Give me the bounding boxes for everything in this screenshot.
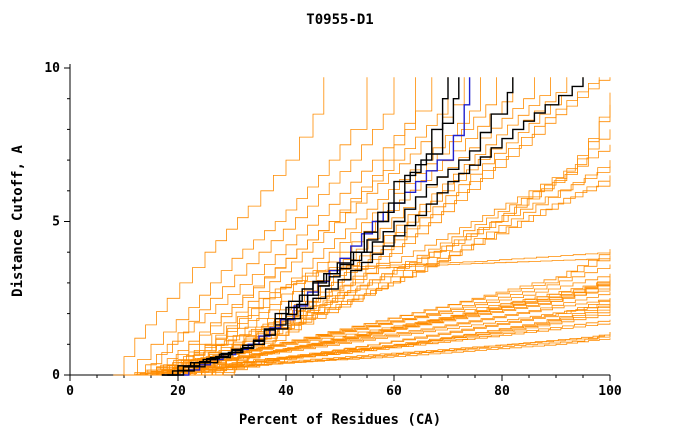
svg-text:100: 100 [598, 384, 622, 399]
prediction-curve-orange [156, 77, 465, 376]
prediction-curve-orange [113, 77, 325, 376]
prediction-curve-orange [161, 175, 611, 376]
prediction-curve-orange [140, 77, 433, 376]
prediction-curve-orange [205, 279, 611, 376]
svg-text:80: 80 [494, 384, 510, 399]
prediction-curve-orange [151, 258, 611, 376]
y-axis-label: Distance Cutoff, A [10, 145, 26, 297]
svg-text:0: 0 [52, 368, 60, 383]
prediction-curve-orange [151, 77, 449, 376]
svg-text:10: 10 [44, 61, 60, 76]
prediction-curve-orange [178, 92, 611, 376]
svg-text:40: 40 [278, 384, 294, 399]
prediction-curve-orange [221, 77, 611, 376]
prediction-curve-orange [210, 298, 611, 376]
svg-text:20: 20 [170, 384, 186, 399]
prediction-curve-orange [161, 252, 611, 376]
prediction-curve-orange [178, 249, 611, 376]
prediction-curve-orange [167, 104, 611, 376]
prediction-curve-orange [167, 310, 611, 376]
prediction-curve-orange [194, 276, 611, 376]
prediction-curve-black [172, 77, 584, 376]
prediction-curve-orange [151, 292, 611, 376]
svg-text:60: 60 [386, 384, 402, 399]
prediction-curve-black [161, 77, 514, 376]
prediction-curve-orange [199, 301, 611, 376]
svg-text:5: 5 [52, 215, 60, 230]
prediction-curve-orange [199, 77, 584, 376]
prediction-curve-orange [124, 338, 611, 376]
prediction-curve-orange [134, 322, 611, 376]
prediction-curve-orange [134, 77, 395, 376]
svg-text:0: 0 [66, 384, 74, 399]
prediction-curve-orange [178, 307, 611, 376]
prediction-curve-orange [188, 304, 611, 376]
prediction-curve-orange [183, 282, 611, 376]
x-axis-label: Percent of Residues (CA) [238, 412, 442, 428]
prediction-curve-orange [172, 279, 611, 376]
prediction-curve-orange [124, 77, 368, 376]
prediction-curve-orange [134, 166, 611, 376]
chart-title: T0955-D1 [306, 12, 374, 28]
